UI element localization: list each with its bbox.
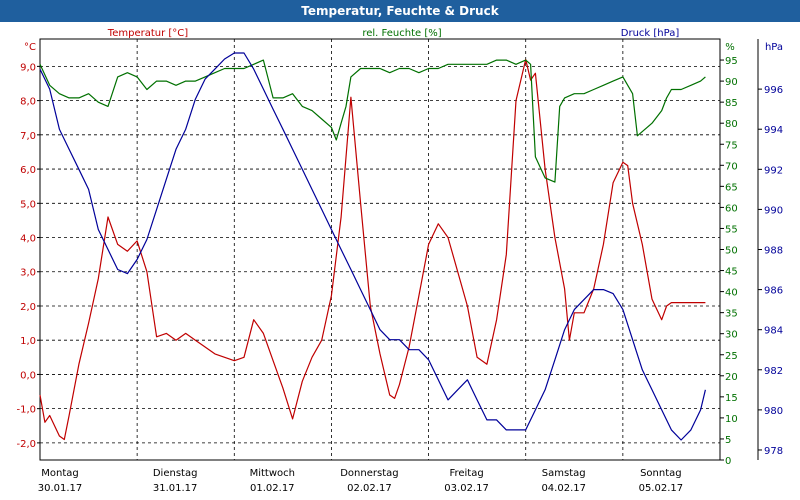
hum-tick-label: 45 [725,267,738,278]
series-line-temp [39,58,706,441]
hum-tick-label: 90 [725,77,738,88]
temp-tick-label: 9,0 [20,62,36,73]
x-date-label: 04.02.17 [541,483,586,494]
pres-tick-label: 978 [764,446,783,457]
temp-tick-label: -2,0 [16,439,36,450]
x-date-label: 01.02.17 [250,483,295,494]
x-date-label: 05.02.17 [639,483,684,494]
temp-tick-label: 7,0 [20,131,36,142]
hum-tick-label: 55 [725,224,738,235]
pres-tick-label: 982 [764,366,783,377]
x-day-label: Sonntag [640,468,682,479]
x-day-label: Samstag [542,468,586,479]
hum-tick-label: 60 [725,203,738,214]
temp-tick-label: 1,0 [20,336,36,347]
pres-tick-label: 992 [764,165,783,176]
chart-area: 9,0 8,0 7,0 6,0 5,0 4,0 3,0 2,0 1,0 0,0 -1,0 -2,0 Mo… [0,22,800,500]
temp-tick-label: 3,0 [20,268,36,279]
x-day-label: Donnerstag [340,468,398,479]
hum-tick-label: 35 [725,309,738,320]
pres-tick-label: 988 [764,246,783,257]
hum-tick-label: 0 [725,456,731,467]
pres-tick-label: 984 [764,326,783,337]
hum-tick-label: 65 [725,182,738,193]
hum-tick-label: 40 [725,288,738,299]
pres-axis-unit: hPa [765,42,783,53]
hum-tick-label: 5 [725,435,731,446]
hum-tick-label: 15 [725,393,738,404]
hum-tick-label: 30 [725,330,738,341]
x-day-label: Mittwoch [250,468,295,479]
temp-tick-label: -1,0 [16,405,36,416]
temp-tick-label: 8,0 [20,97,36,108]
temp-tick-label: 2,0 [20,302,36,313]
series-line-pres [39,52,706,441]
x-date-label: 03.02.17 [444,483,489,494]
hum-tick-label: 95 [725,56,738,67]
hum-tick-label: 70 [725,161,738,172]
x-day-label: Freitag [449,468,483,479]
temp-tick-label: 4,0 [20,234,36,245]
series-group [39,52,706,441]
pres-tick-label: 980 [764,406,783,417]
hum-tick-label: 20 [725,372,738,383]
x-date-label: 31.01.17 [153,483,198,494]
temp-tick-label: 5,0 [20,199,36,210]
hum-tick-label: 10 [725,414,738,425]
x-day-label: Montag [41,468,78,479]
ticks-group: 9,0 8,0 7,0 6,0 5,0 4,0 3,0 2,0 1,0 0,0 -1,0 -2,0 Mo… [16,39,783,494]
pres-tick-label: 996 [764,85,783,96]
grid [39,38,721,461]
x-date-label: 30.01.17 [38,483,83,494]
temp-tick-label: 6,0 [20,165,36,176]
temp-axis-unit: °C [24,42,36,53]
window-title: Temperatur, Feuchte & Druck [0,0,800,22]
hum-axis-unit: % [725,42,735,53]
chart: 9,0 8,0 7,0 6,0 5,0 4,0 3,0 2,0 1,0 0,0 -1,0 -2,0 Mo… [16,28,783,494]
pres-tick-label: 990 [764,205,783,216]
temp-legend: Temperatur [°C] [107,28,188,39]
hum-tick-label: 75 [725,140,738,151]
hum-tick-label: 25 [725,351,738,362]
hum-legend: rel. Feuchte [%] [362,28,441,39]
pres-tick-label: 986 [764,286,783,297]
hum-tick-label: 50 [725,246,738,257]
temp-tick-label: 0,0 [20,370,36,381]
pres-legend: Druck [hPa] [621,28,680,39]
x-date-label: 02.02.17 [347,483,392,494]
hum-tick-label: 80 [725,119,738,130]
x-day-label: Dienstag [153,468,198,479]
series-line-hum [39,59,706,183]
hum-tick-label: 85 [725,98,738,109]
pres-tick-label: 994 [764,125,783,136]
